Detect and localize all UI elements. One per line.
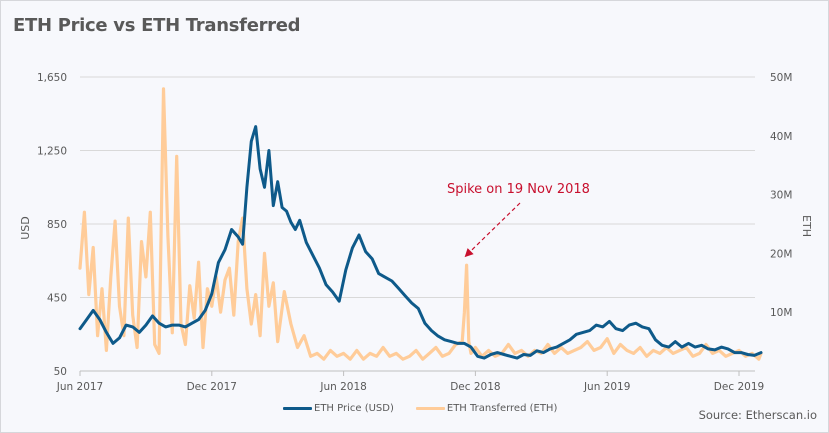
x-tick-label: Jun 2017 [56, 381, 103, 393]
x-tick-label: Jun 2018 [319, 381, 366, 393]
x-axis: Jun 2017 Dec 2017 Jun 2018 Dec 2018 Jun 2019… [56, 371, 764, 393]
legend-item-price[interactable]: ETH Price (USD) [283, 403, 394, 414]
y-tick-label: 1,650 [37, 72, 67, 84]
series-line-eth-transferred [78, 87, 763, 361]
annotation-label: Spike on 19 Nov 2018 [447, 182, 590, 197]
legend-label-transferred: ETH Transferred (ETH) [446, 403, 558, 414]
x-tick-label: Jun 2019 [583, 381, 630, 393]
y2-tick-label: 50M [770, 72, 792, 84]
legend-item-transferred[interactable]: ETH Transferred (ETH) [415, 403, 558, 414]
y-tick-label: 450 [47, 293, 67, 305]
y-axis-right: 10M 20M 30M 40M 50M [770, 72, 792, 319]
y-axis-left: 50 450 850 1,250 1,650 [37, 72, 67, 378]
gridlines [80, 76, 755, 372]
y2-tick-label: 40M [770, 131, 792, 143]
y-axis-title: USD [19, 216, 32, 240]
legend-label-price: ETH Price (USD) [314, 403, 394, 414]
annotation: Spike on 19 Nov 2018 [447, 182, 590, 258]
series-lines [78, 87, 763, 361]
legend-swatch-transferred [415, 407, 445, 410]
y2-axis-title: ETH [800, 215, 813, 237]
source-note: Source: Etherscan.io [698, 408, 817, 422]
y2-tick-label: 20M [770, 248, 792, 260]
x-tick-label: Dec 2019 [714, 381, 764, 393]
x-tick-label: Dec 2018 [450, 381, 500, 393]
annotation-arrow-line [470, 202, 521, 252]
x-tick-label: Dec 2017 [187, 381, 237, 393]
y-tick-label: 50 [54, 366, 67, 378]
series-line-eth-price [78, 125, 763, 360]
legend-swatch-price [283, 407, 312, 410]
y-tick-label: 850 [47, 219, 67, 231]
legend: ETH Price (USD) ETH Transferred (ETH) [283, 403, 579, 414]
annotation-arrowhead [464, 248, 474, 258]
chart-title: ETH Price vs ETH Transferred [13, 15, 301, 36]
y-tick-label: 1,250 [37, 146, 67, 158]
y2-tick-label: 30M [770, 190, 792, 202]
y2-tick-label: 10M [770, 307, 792, 319]
